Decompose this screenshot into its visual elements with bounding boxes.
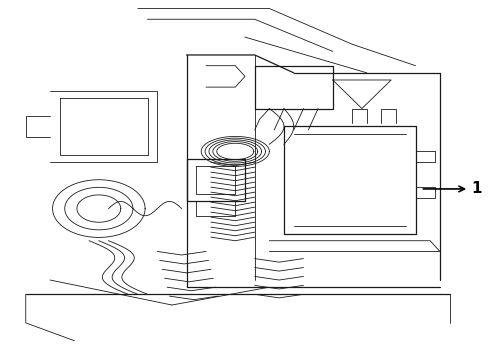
Text: 1: 1 <box>471 181 482 197</box>
